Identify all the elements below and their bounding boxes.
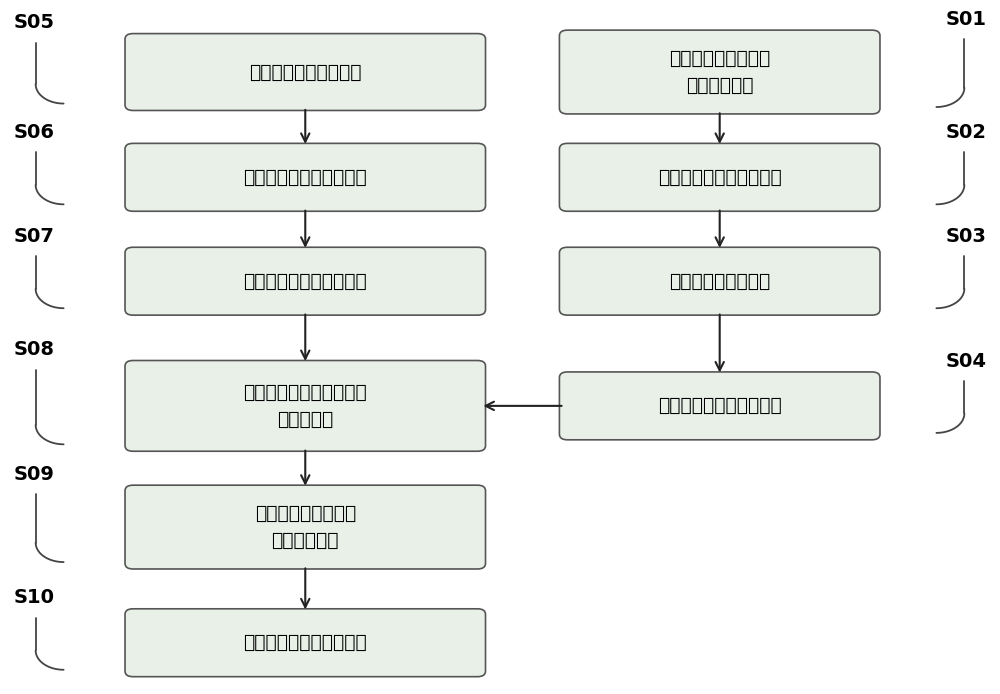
Text: 对版图图形进行几何分析: 对版图图形进行几何分析 <box>658 168 782 187</box>
Text: S08: S08 <box>14 340 55 359</box>
Text: S10: S10 <box>14 589 55 607</box>
Text: S05: S05 <box>14 13 55 32</box>
Text: 将版图信息导入数据库中
并进行匹配: 将版图信息导入数据库中 并进行匹配 <box>243 383 367 429</box>
FancyBboxPatch shape <box>125 485 486 569</box>
Text: S04: S04 <box>945 352 986 371</box>
Text: 给出匹配程度结果及
匹配分析报告: 给出匹配程度结果及 匹配分析报告 <box>255 505 356 550</box>
Text: 统计几何版图信息并存储: 统计几何版图信息并存储 <box>243 272 367 291</box>
Text: S06: S06 <box>14 123 55 142</box>
FancyBboxPatch shape <box>559 30 880 114</box>
Text: S09: S09 <box>14 465 55 484</box>
FancyBboxPatch shape <box>559 372 880 440</box>
FancyBboxPatch shape <box>125 360 486 451</box>
Text: S01: S01 <box>945 10 986 28</box>
Text: 预测版图的光刻解决方案: 预测版图的光刻解决方案 <box>243 633 367 652</box>
Text: 对版图图形进行几何分析: 对版图图形进行几何分析 <box>243 168 367 187</box>
Text: 输入标准版图集合及
光刻解决方案: 输入标准版图集合及 光刻解决方案 <box>669 49 770 95</box>
FancyBboxPatch shape <box>125 144 486 211</box>
FancyBboxPatch shape <box>125 609 486 677</box>
Text: 从版图中提取特征图形: 从版图中提取特征图形 <box>249 62 362 81</box>
FancyBboxPatch shape <box>125 33 486 110</box>
FancyBboxPatch shape <box>125 247 486 315</box>
FancyBboxPatch shape <box>559 247 880 315</box>
Text: S03: S03 <box>945 227 986 246</box>
Text: 几何图形统计与分类: 几何图形统计与分类 <box>669 272 770 291</box>
Text: 建立标准版图几何信息库: 建立标准版图几何信息库 <box>658 396 782 416</box>
Text: S02: S02 <box>945 123 986 142</box>
Text: S07: S07 <box>14 227 55 246</box>
FancyBboxPatch shape <box>559 144 880 211</box>
